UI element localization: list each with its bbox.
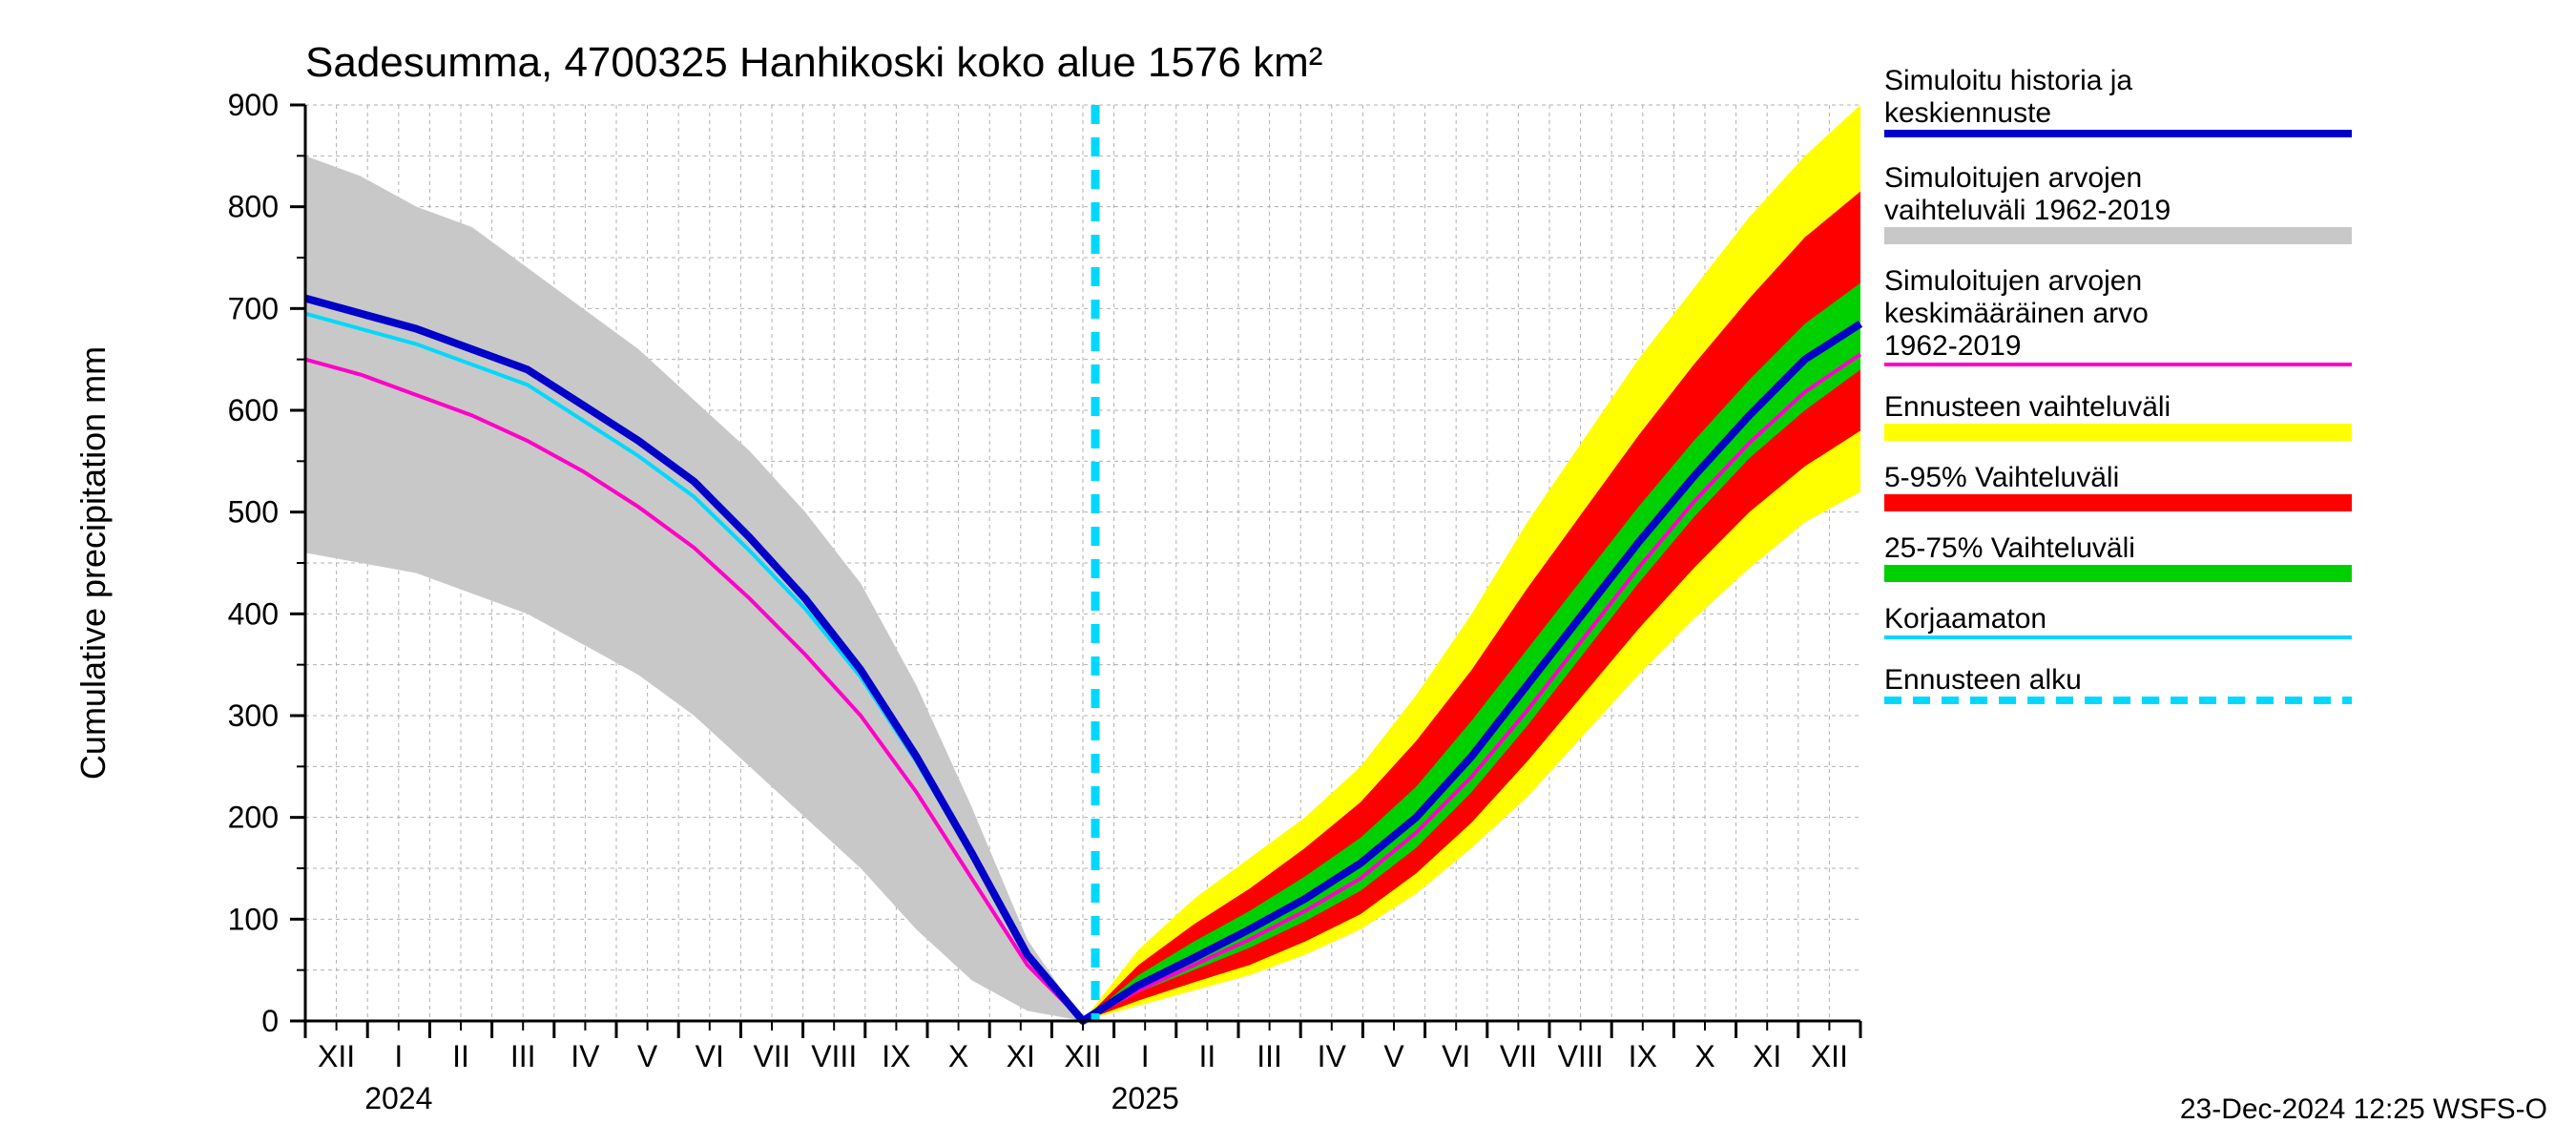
chart-title: Sadesumma, 4700325 Hanhikoski koko alue … [305,39,1322,86]
x-month-label: VII [1500,1039,1537,1073]
x-month-label: IX [882,1039,910,1073]
legend-label: Ennusteen alku [1884,664,2082,696]
x-month-label: X [948,1039,968,1073]
x-month-label: III [1257,1039,1282,1073]
legend-label: Korjaamaton [1884,603,2046,635]
x-month-label: I [1141,1039,1150,1073]
legend-label: Simuloitujen arvojen [1884,265,2142,297]
y-tick-label: 0 [261,1004,279,1038]
x-month-label: VIII [1558,1039,1604,1073]
x-month-label: I [394,1039,403,1073]
x-month-label: XII [318,1039,355,1073]
y-tick-label: 400 [228,596,279,631]
x-month-label: IV [1318,1039,1347,1073]
x-month-label: III [510,1039,536,1073]
legend-label: keskiennuste [1884,97,2051,129]
legend-label: 5-95% Vaihteluväli [1884,462,2119,493]
y-tick-label: 700 [228,291,279,325]
legend-swatch [1884,494,2352,511]
x-month-label: V [637,1039,658,1073]
legend-label: 25-75% Vaihteluväli [1884,532,2135,564]
x-year-label: 2024 [364,1081,432,1115]
y-tick-label: 200 [228,801,279,835]
x-month-label: VI [1442,1039,1470,1073]
legend-swatch [1884,227,2352,244]
legend-label: Simuloitu historia ja [1884,65,2132,96]
x-month-label: IV [571,1039,600,1073]
x-month-label: VI [696,1039,724,1073]
x-month-label: X [1694,1039,1714,1073]
x-month-label: XI [1753,1039,1781,1073]
y-tick-label: 500 [228,495,279,530]
y-tick-label: 600 [228,393,279,427]
legend-label: Ennusteen vaihteluväli [1884,391,2171,423]
x-month-label: IX [1629,1039,1657,1073]
legend-label: keskimääräinen arvo [1884,298,2149,329]
x-month-label: VIII [811,1039,857,1073]
y-tick-label: 800 [228,190,279,224]
footer-text: 23-Dec-2024 12:25 WSFS-O [2180,1093,2547,1125]
legend-label: vaihteluväli 1962-2019 [1884,195,2171,226]
legend-label: 1962-2019 [1884,330,2021,362]
legend-swatch [1884,424,2352,441]
x-month-label: XI [1007,1039,1035,1073]
x-month-label: V [1383,1039,1404,1073]
y-axis-label: Cumulative precipitation mm [73,346,113,780]
legend-swatch [1884,565,2352,582]
precipitation-chart: 0100200300400500600700800900XIIIIIIIIIVV… [0,0,2576,1145]
x-month-label: VII [753,1039,790,1073]
x-month-label: II [1199,1039,1216,1073]
x-month-label: XII [1064,1039,1101,1073]
y-tick-label: 300 [228,698,279,733]
x-month-label: II [452,1039,469,1073]
legend-label: Simuloitujen arvojen [1884,162,2142,194]
y-tick-label: 100 [228,902,279,936]
x-year-label: 2025 [1111,1081,1179,1115]
y-tick-label: 900 [228,88,279,122]
x-month-label: XII [1811,1039,1848,1073]
